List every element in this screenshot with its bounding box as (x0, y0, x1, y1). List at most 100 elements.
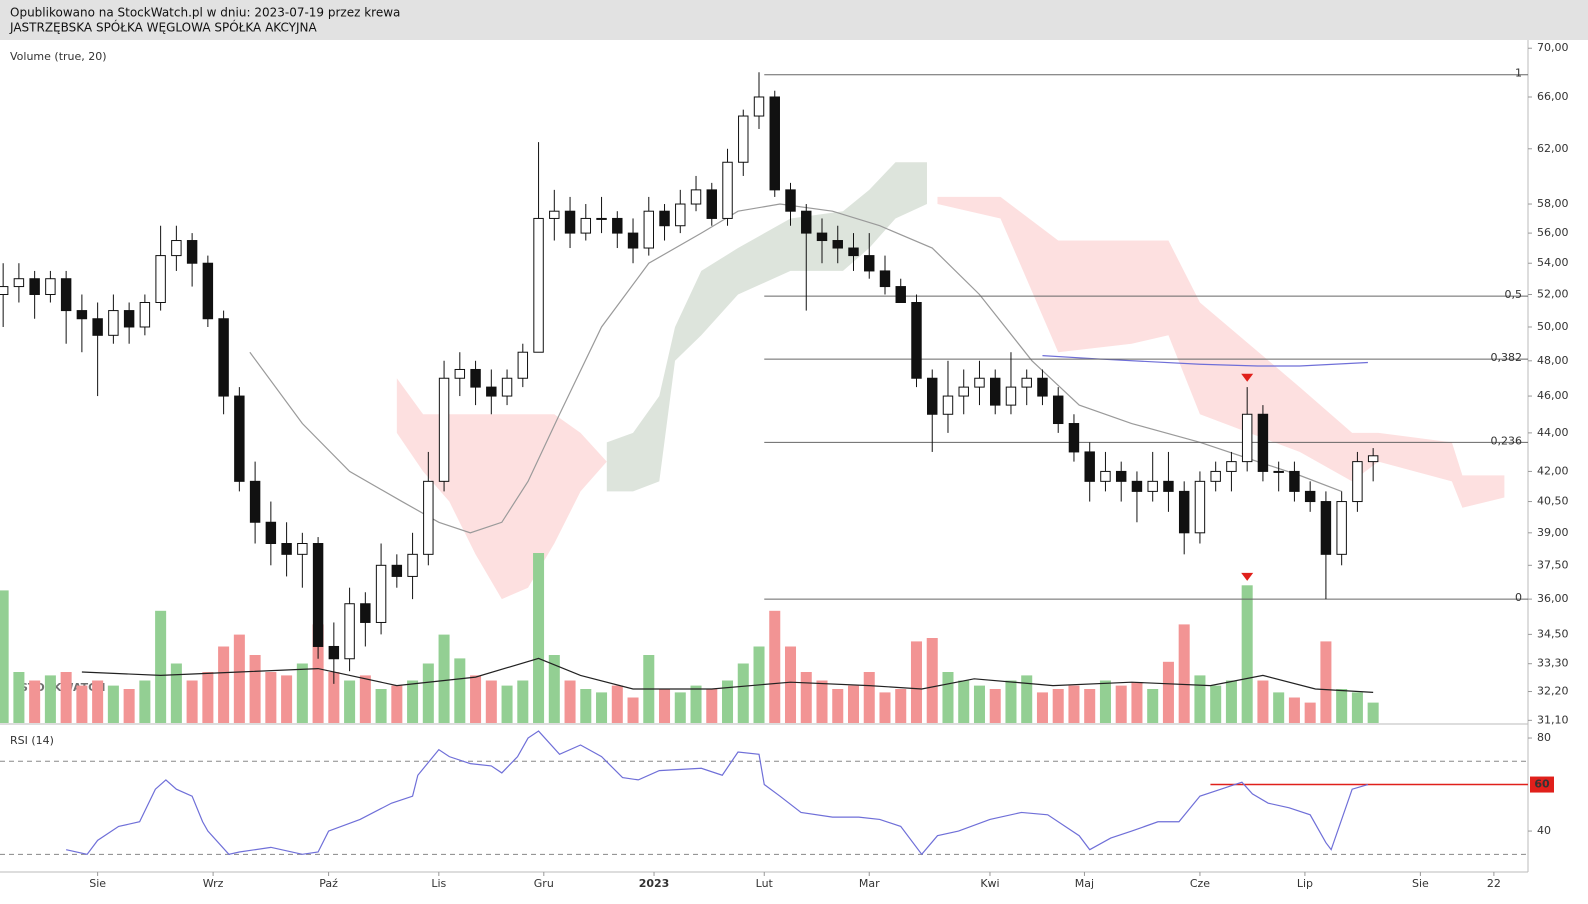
volume-bar (832, 689, 844, 723)
candle-body (92, 318, 103, 336)
rsi-level-box (1530, 776, 1554, 793)
y-tick-label: 52,00 (1537, 287, 1569, 300)
volume-bar (1005, 680, 1017, 723)
candle-body (1037, 377, 1048, 397)
volume-bar (1115, 685, 1127, 723)
candle-body (186, 240, 198, 264)
volume-bar (690, 685, 702, 723)
candle-body (297, 543, 308, 555)
candle-body (1367, 455, 1379, 463)
candle-body (29, 278, 40, 295)
y-tick-label: 36,00 (1537, 592, 1569, 605)
candle-body (832, 240, 843, 249)
candle-body (927, 377, 938, 415)
candle-body (911, 301, 922, 379)
volume-bar (926, 638, 938, 723)
volume-bar (202, 672, 214, 723)
candle-body (1131, 480, 1143, 492)
candle-body (801, 210, 812, 234)
volume-bar (737, 663, 749, 723)
y-tick-label: 44,00 (1537, 426, 1569, 439)
candle-body (1241, 413, 1253, 463)
y-tick-label: 33,30 (1537, 657, 1569, 670)
candle-body (1178, 490, 1190, 534)
fib-label: 0 (1515, 591, 1522, 604)
candle-body (1210, 470, 1221, 482)
candle-body (738, 115, 749, 163)
candle-body (0, 286, 9, 295)
candle-body (848, 247, 859, 257)
candle-body (1021, 377, 1032, 388)
candle-body (454, 368, 466, 379)
volume-bar (659, 689, 671, 723)
candle-body (706, 189, 717, 219)
volume-bar (910, 641, 922, 723)
y-tick-label: 32,20 (1537, 685, 1569, 698)
volume-bar (312, 624, 324, 723)
candle-body (895, 286, 906, 303)
volume-ma (81, 657, 1374, 693)
candle-body (344, 603, 355, 660)
volume-bar (706, 689, 718, 723)
candle-body (360, 603, 371, 623)
volume-bar (800, 672, 812, 723)
volume-bar (1241, 585, 1253, 723)
volume-bar (170, 663, 182, 723)
volume-bar (564, 680, 576, 723)
candle-body (785, 189, 796, 212)
x-tick-label: Kwi (980, 877, 999, 890)
candle-body (974, 377, 985, 388)
volume-bar (1367, 702, 1379, 723)
candle-body (1257, 413, 1269, 472)
candle-body (60, 278, 72, 312)
volume-bar (769, 610, 781, 723)
candle-body (864, 255, 875, 272)
volume-bar (627, 697, 639, 723)
panel-label: Volume (true, 20) (10, 50, 107, 63)
candle-body (1336, 501, 1347, 555)
y-tick-label: 48,00 (1537, 354, 1569, 367)
cloud (606, 162, 927, 492)
candle-body (533, 217, 544, 353)
volume-bar (29, 680, 41, 723)
volume-bar (548, 655, 560, 723)
candle-body (218, 318, 229, 397)
candle-body (171, 240, 182, 257)
candle-body (155, 255, 166, 303)
candle-body (1273, 470, 1284, 473)
candle-body (816, 232, 828, 242)
volume-bar (1021, 675, 1033, 723)
volume-bar (973, 685, 985, 723)
candle-body (1115, 470, 1127, 482)
volume-bar (1036, 692, 1048, 723)
header-bar (0, 0, 1588, 40)
x-tick-label: Mar (859, 877, 880, 890)
volume-bar (501, 685, 513, 723)
x-tick-label: Sie (89, 877, 106, 890)
cloud (937, 196, 1505, 508)
volume-bar (942, 672, 954, 723)
volume-bar (580, 689, 592, 723)
y-tick-label: 56,00 (1537, 226, 1569, 239)
x-tick-label: Sie (1412, 877, 1429, 890)
candle-body (234, 395, 245, 482)
volume-bar (1304, 702, 1316, 723)
volume-bar (1257, 680, 1269, 723)
candle-body (375, 564, 387, 623)
fib-label: 0,5 (1505, 288, 1523, 301)
volume-bar (847, 685, 860, 723)
y-tick-label: 39,00 (1537, 526, 1569, 539)
candle-body (1352, 461, 1363, 503)
panel-label: RSI (14) (10, 734, 54, 747)
volume-bar (281, 675, 293, 723)
volume-bar (1178, 624, 1190, 723)
candle-body (76, 310, 88, 320)
volume-bar (1351, 692, 1363, 723)
volume-bar (1162, 661, 1174, 723)
volume-bar (454, 658, 466, 723)
volume-bar (438, 634, 450, 723)
candle-body (438, 377, 450, 482)
volume-bar (123, 689, 135, 723)
volume-bar (1131, 682, 1143, 723)
volume-bar (13, 672, 25, 723)
